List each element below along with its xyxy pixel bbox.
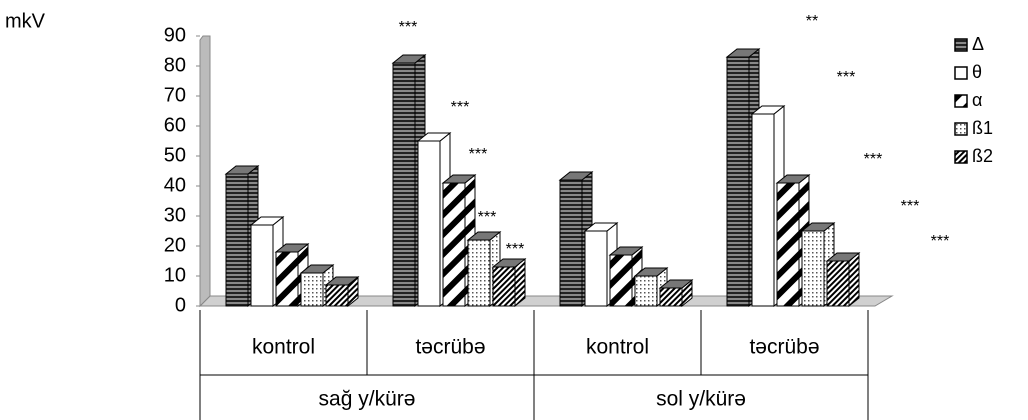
bar xyxy=(633,266,669,308)
y-tick-label: 70 xyxy=(164,84,186,106)
x-tick-label: kontrol xyxy=(252,336,315,359)
bar xyxy=(825,251,861,308)
x-tick-label: təcrübə xyxy=(415,336,485,359)
y-tick-label: 90 xyxy=(164,24,186,46)
annotation: ** xyxy=(806,13,818,30)
annotation: *** xyxy=(837,69,856,86)
annotation: *** xyxy=(901,198,920,215)
legend-swatch xyxy=(954,38,968,52)
annotation: *** xyxy=(864,151,883,168)
bar-side xyxy=(848,251,860,308)
bar-front xyxy=(726,56,750,307)
legend-label: ß2 xyxy=(972,146,993,166)
bar-front xyxy=(225,173,249,307)
bar-front xyxy=(492,266,516,307)
annotation: *** xyxy=(469,146,488,163)
y-tick-label: 0 xyxy=(175,294,186,316)
bar-front xyxy=(275,251,299,307)
bar xyxy=(658,278,694,308)
legend-label: α xyxy=(972,90,982,110)
annotation: *** xyxy=(478,209,497,226)
bar-front xyxy=(609,254,633,307)
bar-front xyxy=(300,272,324,307)
y-tick-label: 80 xyxy=(164,54,186,76)
bar xyxy=(491,257,527,308)
y-tick-label: 50 xyxy=(164,144,186,166)
bar-front xyxy=(751,113,775,307)
bar-front xyxy=(392,62,416,307)
y-tick-label: 30 xyxy=(164,204,186,226)
bar-front xyxy=(826,260,850,307)
bar-front xyxy=(634,275,658,307)
y-tick-label: 40 xyxy=(164,174,186,196)
group-label: sağ y/kürə xyxy=(319,388,416,411)
x-tick-label: təcrübə xyxy=(749,336,819,359)
legend-swatch xyxy=(954,150,968,164)
bar-front xyxy=(659,287,683,307)
legend-swatch xyxy=(954,66,968,80)
legend-label: ß1 xyxy=(972,118,993,138)
group-label: sol y/kürə xyxy=(656,388,746,411)
bar-front xyxy=(250,224,274,307)
annotation: *** xyxy=(451,99,470,116)
bar-front xyxy=(559,179,583,307)
y-tick-label: 10 xyxy=(164,264,186,286)
wall xyxy=(199,35,211,308)
bar-front xyxy=(325,284,349,307)
annotation: *** xyxy=(506,241,525,258)
annotation: *** xyxy=(399,19,418,36)
legend-swatch xyxy=(954,122,968,136)
y-axis-label: mkV xyxy=(5,10,46,32)
bar-front xyxy=(467,239,491,307)
y-tick-label: 60 xyxy=(164,114,186,136)
bar-front xyxy=(776,182,800,307)
annotation: *** xyxy=(931,233,950,250)
bar xyxy=(324,275,360,308)
legend-label: Δ xyxy=(972,34,984,54)
legend-label: θ xyxy=(972,62,982,82)
bar-front xyxy=(417,140,441,307)
bar-front xyxy=(584,230,608,307)
bar-front xyxy=(801,230,825,307)
y-tick-label: 20 xyxy=(164,234,186,256)
bar-front xyxy=(442,182,466,307)
legend-swatch xyxy=(954,94,968,108)
x-tick-label: kontrol xyxy=(586,336,649,359)
